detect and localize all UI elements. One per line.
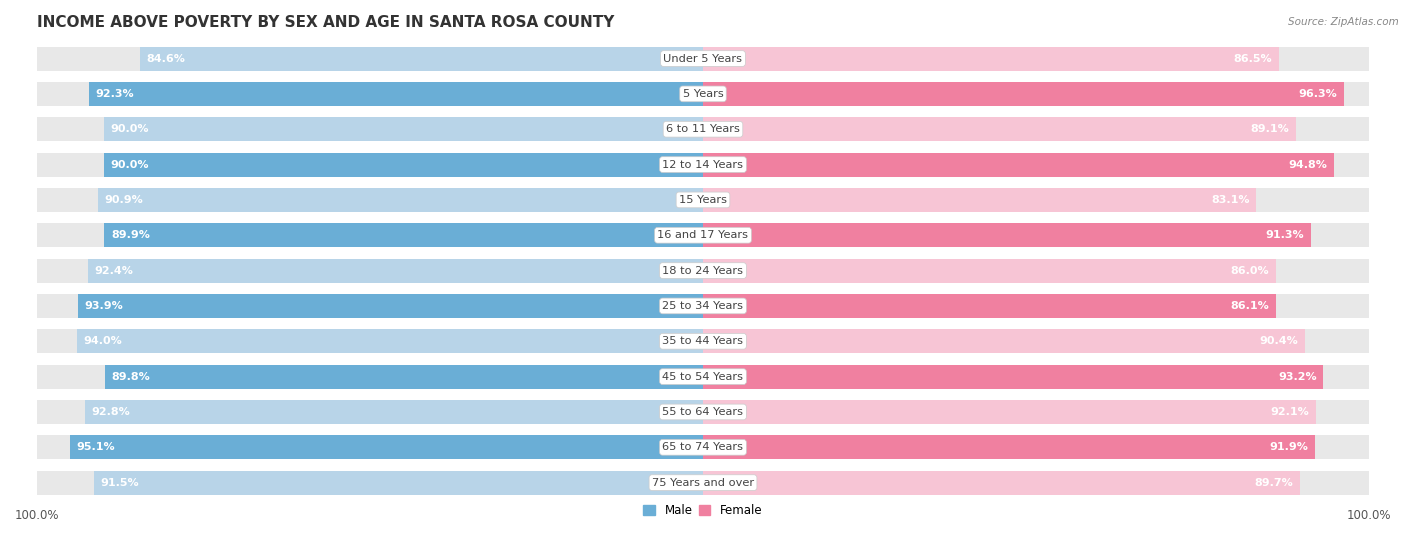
Bar: [37, 435, 703, 459]
Text: 65 to 74 Years: 65 to 74 Years: [662, 442, 744, 452]
Bar: [37, 223, 703, 247]
Bar: [87, 259, 703, 283]
Text: 92.1%: 92.1%: [1271, 407, 1309, 417]
Text: 89.8%: 89.8%: [112, 372, 150, 382]
Text: 45 to 54 Years: 45 to 54 Years: [662, 372, 744, 382]
Bar: [703, 223, 1310, 247]
Text: 89.7%: 89.7%: [1254, 477, 1294, 487]
Bar: [703, 329, 1369, 353]
Bar: [86, 400, 703, 424]
Text: 96.3%: 96.3%: [1299, 89, 1337, 99]
Bar: [37, 364, 703, 389]
Bar: [703, 82, 1344, 106]
Text: 83.1%: 83.1%: [1211, 195, 1250, 205]
Text: 16 and 17 Years: 16 and 17 Years: [658, 230, 748, 240]
Bar: [37, 188, 703, 212]
Bar: [703, 153, 1334, 177]
Bar: [37, 117, 703, 141]
Bar: [703, 259, 1369, 283]
Bar: [703, 188, 1369, 212]
Bar: [37, 82, 703, 106]
Text: 90.9%: 90.9%: [104, 195, 143, 205]
Text: 15 Years: 15 Years: [679, 195, 727, 205]
Bar: [703, 329, 1305, 353]
Bar: [70, 435, 703, 459]
Text: 90.0%: 90.0%: [111, 124, 149, 134]
Bar: [37, 46, 703, 70]
Text: 90.4%: 90.4%: [1260, 337, 1298, 346]
Text: 91.5%: 91.5%: [100, 477, 139, 487]
Bar: [703, 400, 1316, 424]
Bar: [703, 435, 1315, 459]
Bar: [703, 117, 1296, 141]
Bar: [703, 153, 1369, 177]
Bar: [104, 223, 703, 247]
Legend: Male, Female: Male, Female: [638, 500, 768, 522]
Text: 92.4%: 92.4%: [94, 266, 134, 276]
Text: 6 to 11 Years: 6 to 11 Years: [666, 124, 740, 134]
Bar: [703, 46, 1279, 70]
Bar: [37, 400, 703, 424]
Bar: [703, 364, 1369, 389]
Bar: [703, 259, 1275, 283]
Bar: [104, 117, 703, 141]
Bar: [77, 294, 703, 318]
Bar: [94, 471, 703, 495]
Bar: [703, 46, 1369, 70]
Bar: [37, 153, 703, 177]
Bar: [703, 223, 1369, 247]
Text: 12 to 14 Years: 12 to 14 Years: [662, 159, 744, 169]
Text: 94.0%: 94.0%: [84, 337, 122, 346]
Text: Source: ZipAtlas.com: Source: ZipAtlas.com: [1288, 17, 1399, 27]
Text: 94.8%: 94.8%: [1288, 159, 1327, 169]
Bar: [139, 46, 703, 70]
Text: 91.9%: 91.9%: [1270, 442, 1308, 452]
Bar: [77, 329, 703, 353]
Bar: [37, 329, 703, 353]
Text: 55 to 64 Years: 55 to 64 Years: [662, 407, 744, 417]
Text: 92.3%: 92.3%: [96, 89, 134, 99]
Bar: [703, 82, 1369, 106]
Bar: [89, 82, 703, 106]
Text: 92.8%: 92.8%: [91, 407, 131, 417]
Text: 93.9%: 93.9%: [84, 301, 124, 311]
Text: 89.1%: 89.1%: [1251, 124, 1289, 134]
Text: 86.5%: 86.5%: [1233, 54, 1272, 64]
Text: 18 to 24 Years: 18 to 24 Years: [662, 266, 744, 276]
Text: 75 Years and over: 75 Years and over: [652, 477, 754, 487]
Bar: [703, 188, 1256, 212]
Text: 84.6%: 84.6%: [146, 54, 186, 64]
Bar: [703, 400, 1369, 424]
Bar: [703, 471, 1301, 495]
Text: 90.0%: 90.0%: [111, 159, 149, 169]
Text: 86.1%: 86.1%: [1230, 301, 1270, 311]
Bar: [703, 471, 1369, 495]
Bar: [703, 364, 1323, 389]
Text: 91.3%: 91.3%: [1265, 230, 1305, 240]
Bar: [703, 117, 1369, 141]
Text: 95.1%: 95.1%: [76, 442, 115, 452]
Bar: [37, 294, 703, 318]
Bar: [703, 294, 1277, 318]
Text: 25 to 34 Years: 25 to 34 Years: [662, 301, 744, 311]
Bar: [37, 471, 703, 495]
Text: 5 Years: 5 Years: [683, 89, 723, 99]
Bar: [703, 435, 1369, 459]
Text: Under 5 Years: Under 5 Years: [664, 54, 742, 64]
Bar: [98, 188, 703, 212]
Bar: [105, 364, 703, 389]
Bar: [104, 153, 703, 177]
Text: 35 to 44 Years: 35 to 44 Years: [662, 337, 744, 346]
Text: INCOME ABOVE POVERTY BY SEX AND AGE IN SANTA ROSA COUNTY: INCOME ABOVE POVERTY BY SEX AND AGE IN S…: [37, 15, 614, 30]
Bar: [703, 294, 1369, 318]
Text: 93.2%: 93.2%: [1278, 372, 1317, 382]
Bar: [37, 259, 703, 283]
Text: 86.0%: 86.0%: [1230, 266, 1268, 276]
Text: 89.9%: 89.9%: [111, 230, 150, 240]
